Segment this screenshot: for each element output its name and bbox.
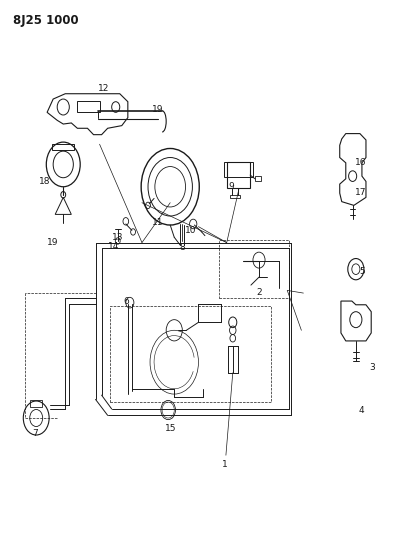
Text: 18: 18 <box>39 177 51 186</box>
Text: 19: 19 <box>47 238 59 247</box>
Text: 13: 13 <box>112 233 124 242</box>
Text: 8J25 1000: 8J25 1000 <box>13 14 79 27</box>
Bar <box>77 101 100 112</box>
Text: 16: 16 <box>355 158 367 167</box>
Text: 11: 11 <box>152 219 164 228</box>
Bar <box>110 306 271 402</box>
Text: 15: 15 <box>164 424 176 433</box>
Text: 5: 5 <box>359 268 365 276</box>
Text: 1: 1 <box>222 460 228 469</box>
Text: 3: 3 <box>369 363 375 372</box>
Text: 17: 17 <box>355 188 367 197</box>
Bar <box>227 163 250 188</box>
Text: 10: 10 <box>185 226 196 235</box>
Bar <box>219 240 289 298</box>
Text: 2: 2 <box>256 287 262 296</box>
Text: 8: 8 <box>179 244 185 253</box>
Bar <box>230 195 240 198</box>
Text: 12: 12 <box>98 84 109 93</box>
Text: 9: 9 <box>228 182 234 191</box>
Text: 14: 14 <box>108 242 119 251</box>
Text: 19: 19 <box>152 105 164 114</box>
Text: 4: 4 <box>358 406 364 415</box>
Text: 6: 6 <box>123 296 129 305</box>
Text: 7: 7 <box>32 430 38 439</box>
Bar <box>224 163 253 177</box>
Bar <box>255 176 261 181</box>
